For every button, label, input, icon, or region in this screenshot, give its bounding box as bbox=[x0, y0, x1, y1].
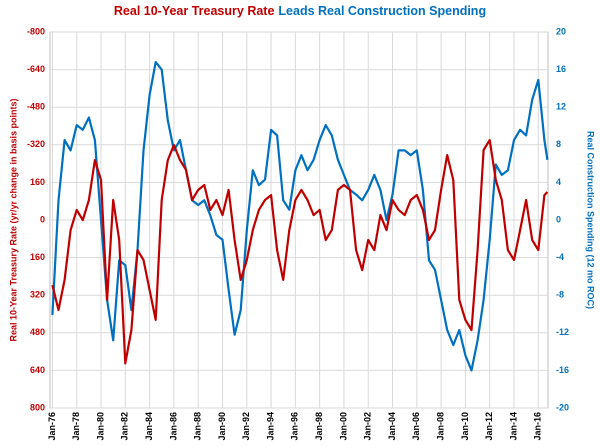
y2-tick-label: -20 bbox=[556, 402, 569, 412]
y-tick-label: -320 bbox=[27, 139, 45, 149]
x-tick-label: Jan-80 bbox=[95, 412, 105, 441]
x-tick-label: Jan-02 bbox=[363, 412, 373, 441]
y2-axis-label: Real Construction Spending (12 mo ROC) bbox=[586, 131, 596, 309]
y2-tick-label: 8 bbox=[556, 139, 561, 149]
x-tick-label: Jan-08 bbox=[435, 412, 445, 441]
y-tick-label: 0 bbox=[40, 214, 45, 224]
y2-tick-label: 16 bbox=[556, 64, 566, 74]
series-line bbox=[51, 139, 549, 365]
x-tick-label: Jan-94 bbox=[265, 412, 275, 441]
y2-tick-label: -4 bbox=[556, 252, 564, 262]
y-tick-label: 160 bbox=[30, 177, 45, 187]
y2-tick-label: 0 bbox=[556, 214, 561, 224]
x-tick-label: Jan-82 bbox=[120, 412, 130, 441]
y2-tick-label: 4 bbox=[556, 177, 561, 187]
x-tick-label: Jan-16 bbox=[533, 412, 543, 441]
x-tick-label: Jan-14 bbox=[508, 412, 518, 441]
y-tick-label: 640 bbox=[30, 365, 45, 375]
y2-tick-label: -8 bbox=[556, 290, 564, 300]
x-tick-label: Jan-96 bbox=[290, 412, 300, 441]
y2-tick-label: -16 bbox=[556, 365, 569, 375]
x-tick-label: Jan-88 bbox=[193, 412, 203, 441]
x-tick-label: Jan-12 bbox=[484, 412, 494, 441]
y-tick-label: 800 bbox=[30, 402, 45, 412]
y2-tick-label: 12 bbox=[556, 102, 566, 112]
y2-tick-label: 20 bbox=[556, 26, 566, 36]
y-tick-label: -480 bbox=[27, 102, 45, 112]
y-tick-label: 160 bbox=[30, 252, 45, 262]
x-tick-label: Jan-00 bbox=[338, 412, 348, 441]
x-tick-label: Jan-04 bbox=[387, 412, 397, 441]
x-tick-label: Jan-78 bbox=[71, 412, 81, 441]
x-tick-label: Jan-98 bbox=[314, 412, 324, 441]
x-tick-label: Jan-84 bbox=[144, 412, 154, 441]
x-tick-label: Jan-06 bbox=[411, 412, 421, 441]
chart-title: Real 10-Year Treasury Rate Leads Real Con… bbox=[114, 4, 486, 18]
x-tick-label: Jan-92 bbox=[241, 412, 251, 441]
title-part: Real 10-Year Treasury Rate bbox=[114, 4, 275, 18]
title-part: Leads Real Construction Spending bbox=[278, 4, 486, 18]
y2-tick-label: -12 bbox=[556, 327, 569, 337]
y-axis-label: Real 10-Year Treasury Rate (yr/yr change… bbox=[8, 98, 18, 341]
y-tick-label: 480 bbox=[30, 327, 45, 337]
series-line bbox=[51, 61, 549, 372]
y-tick-label: 320 bbox=[30, 290, 45, 300]
x-tick-label: Jan-10 bbox=[460, 412, 470, 441]
x-tick-label: Jan-90 bbox=[217, 412, 227, 441]
x-tick-label: Jan-76 bbox=[47, 412, 57, 441]
y-tick-label: -800 bbox=[27, 26, 45, 36]
x-tick-label: Jan-86 bbox=[168, 412, 178, 441]
y-tick-label: -640 bbox=[27, 64, 45, 74]
